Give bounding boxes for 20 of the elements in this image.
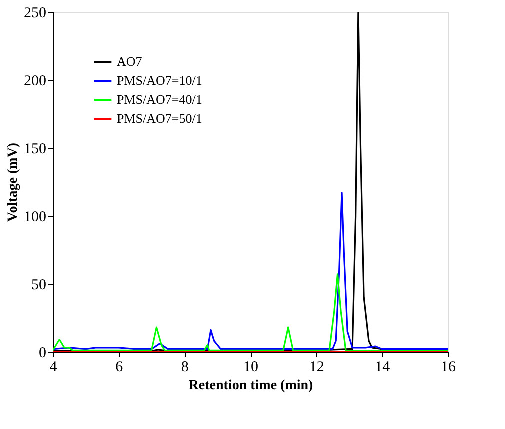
legend-label: AO7 — [117, 54, 143, 69]
x-tick-label: 10 — [244, 360, 258, 376]
x-tick-label: 16 — [441, 360, 456, 376]
y-tick-label: 100 — [24, 210, 46, 226]
y-tick-label: 0 — [39, 346, 46, 362]
legend-label: PMS/AO7=10/1 — [117, 73, 202, 88]
y-tick-label: 250 — [24, 6, 46, 22]
x-tick-label: 14 — [375, 360, 391, 376]
x-tick-label: 4 — [50, 360, 58, 376]
x-tick-label: 12 — [309, 360, 324, 376]
legend-label: PMS/AO7=40/1 — [117, 92, 202, 107]
x-tick-label: 8 — [181, 360, 189, 376]
y-tick-label: 200 — [24, 74, 46, 90]
y-axis-title: Voltage (mV) — [6, 142, 21, 222]
x-tick-label: 6 — [116, 360, 124, 376]
x-axis-title: Retention time (min) — [188, 378, 314, 394]
line-series — [53, 192, 448, 350]
y-tick-label: 150 — [24, 142, 46, 158]
y-tick-label: 50 — [32, 278, 46, 294]
legend-label: PMS/AO7=50/1 — [117, 111, 202, 126]
